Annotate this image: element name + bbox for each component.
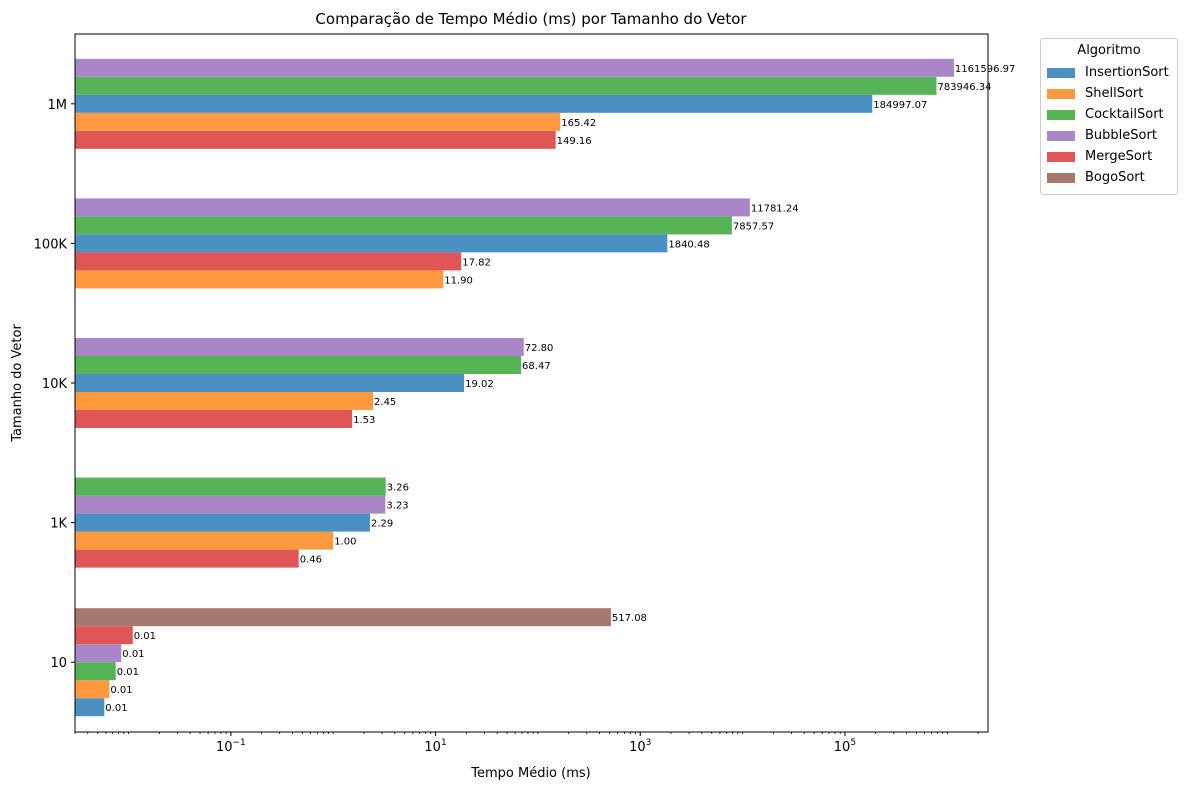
data-label: 0.46 <box>300 555 322 566</box>
bar <box>75 216 732 235</box>
bar <box>75 608 611 627</box>
y-tick-label: 1M <box>48 98 68 113</box>
x-tick-label: 103 <box>629 738 651 755</box>
legend-swatch <box>1047 67 1075 78</box>
bars-layer <box>75 58 954 717</box>
legend-item: CocktailSort <box>1041 104 1177 125</box>
y-tick-label: 100K <box>34 237 68 252</box>
legend-label: CocktailSort <box>1085 107 1164 122</box>
legend-items: InsertionSort ShellSort CocktailSort Bubble… <box>1041 62 1177 188</box>
legend-label: BubbleSort <box>1085 128 1157 143</box>
legend-label: ShellSort <box>1085 86 1144 101</box>
y-tick-label: 10K <box>42 377 68 392</box>
bar <box>75 477 386 496</box>
data-label: 11.90 <box>444 275 473 286</box>
bar <box>75 531 334 550</box>
legend-swatch <box>1047 151 1075 162</box>
data-label: 72.80 <box>525 343 554 354</box>
legend-item: InsertionSort <box>1041 62 1177 83</box>
plot-frame <box>74 33 989 733</box>
data-label: 11781.24 <box>751 203 799 214</box>
bar <box>75 698 105 717</box>
legend-swatch <box>1047 88 1075 99</box>
x-tick-label: 10−1 <box>216 738 246 755</box>
bar <box>75 644 122 663</box>
y-tick-label: 10 <box>50 656 67 671</box>
legend-item: MergeSort <box>1041 146 1177 167</box>
x-axis-label: Tempo Médio (ms) <box>470 766 590 781</box>
bar <box>75 662 116 681</box>
bar <box>75 58 954 77</box>
data-label: 0.01 <box>117 667 139 678</box>
legend-title: Algoritmo <box>1077 43 1141 58</box>
value-labels-layer: 0.01 0.01 0.01 0.01 0.01 517.08 0.46 1.00 2.29 3.… <box>105 64 1015 714</box>
data-label: 165.42 <box>561 118 596 129</box>
bar <box>75 392 374 410</box>
chart-title: Comparação de Tempo Médio (ms) por Taman… <box>315 10 747 28</box>
data-label: 3.23 <box>386 501 408 512</box>
data-label: 0.01 <box>122 649 144 660</box>
legend-label: BogoSort <box>1085 170 1145 185</box>
x-tick-label: 105 <box>834 738 856 755</box>
x-tick-label: 101 <box>424 738 446 755</box>
data-label: 1161596.97 <box>955 64 1015 75</box>
bar <box>75 94 873 113</box>
legend-item: ShellSort <box>1041 83 1177 104</box>
legend-swatch <box>1047 109 1075 120</box>
data-label: 2.45 <box>374 397 396 408</box>
data-label: 2.29 <box>371 519 393 530</box>
bar <box>75 112 561 131</box>
legend-swatch <box>1047 172 1075 183</box>
bar <box>75 198 750 217</box>
bar <box>75 130 556 149</box>
data-label: 19.02 <box>465 379 494 390</box>
data-label: 149.16 <box>557 136 592 147</box>
data-label: 184997.07 <box>873 100 927 111</box>
bar <box>75 338 524 356</box>
data-label: 0.01 <box>134 631 156 642</box>
y-axis-label: Tamanho do Vetor <box>10 324 25 443</box>
bar <box>75 76 937 95</box>
bar <box>75 270 444 289</box>
bar <box>75 410 353 428</box>
bar <box>75 252 462 271</box>
data-label: 0.01 <box>105 703 127 714</box>
legend-label: InsertionSort <box>1085 65 1169 80</box>
y-tick-label: 1K <box>50 517 67 532</box>
bar <box>75 356 522 374</box>
data-label: 17.82 <box>462 257 491 268</box>
bar <box>75 626 133 645</box>
legend-label: MergeSort <box>1085 149 1153 164</box>
bar <box>75 549 299 568</box>
bar <box>75 495 386 514</box>
data-label: 517.08 <box>612 613 647 624</box>
data-label: 1840.48 <box>668 239 709 250</box>
axes-layer: 10 1K 10K 100K 1M 10−1 101 103 105 <box>34 33 989 755</box>
legend-item: BogoSort <box>1041 167 1177 188</box>
data-label: 0.01 <box>110 685 132 696</box>
data-label: 783946.34 <box>937 82 991 93</box>
legend-swatch <box>1047 130 1075 141</box>
data-label: 1.53 <box>353 415 375 426</box>
bar <box>75 513 371 532</box>
data-label: 1.00 <box>334 537 356 548</box>
data-label: 3.26 <box>387 483 409 494</box>
bar <box>75 374 465 392</box>
legend-item: BubbleSort <box>1041 125 1177 146</box>
bar <box>75 680 110 699</box>
data-label: 7857.57 <box>733 221 774 232</box>
legend: Algoritmo InsertionSort ShellSort Cocktail… <box>1040 38 1178 195</box>
bar <box>75 234 668 253</box>
data-label: 68.47 <box>522 361 551 372</box>
